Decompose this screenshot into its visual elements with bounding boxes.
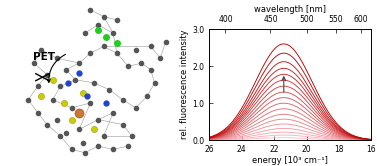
Text: PET: PET xyxy=(33,52,55,62)
FancyArrowPatch shape xyxy=(47,54,65,82)
Y-axis label: rel. fluorescence intensity: rel. fluorescence intensity xyxy=(181,30,190,139)
X-axis label: wavelength [nm]: wavelength [nm] xyxy=(254,5,326,14)
X-axis label: energy [10³ cm⁻¹]: energy [10³ cm⁻¹] xyxy=(252,156,328,165)
